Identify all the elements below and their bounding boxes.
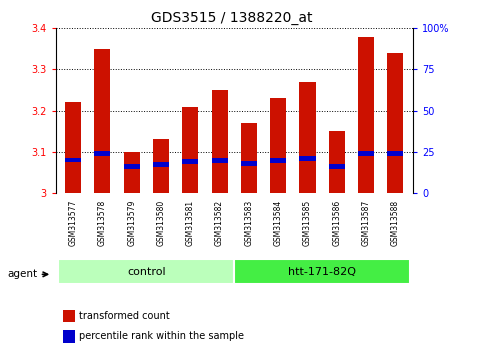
Text: transformed count: transformed count xyxy=(79,311,170,321)
Bar xyxy=(387,151,403,156)
Bar xyxy=(241,123,257,193)
Bar xyxy=(182,159,199,164)
Text: GSM313580: GSM313580 xyxy=(156,200,166,246)
Bar xyxy=(65,102,81,193)
Bar xyxy=(63,309,75,322)
Text: GSM313587: GSM313587 xyxy=(362,200,370,246)
Bar xyxy=(329,131,345,193)
Bar xyxy=(270,158,286,163)
Text: GSM313584: GSM313584 xyxy=(274,200,283,246)
Bar xyxy=(58,259,234,285)
Text: GSM313579: GSM313579 xyxy=(127,200,136,246)
Text: GSM313585: GSM313585 xyxy=(303,200,312,246)
Bar xyxy=(94,151,111,156)
Text: GSM313588: GSM313588 xyxy=(391,200,400,246)
Text: GSM313583: GSM313583 xyxy=(244,200,254,246)
Text: control: control xyxy=(127,267,166,277)
Bar xyxy=(270,98,286,193)
Bar xyxy=(124,164,140,169)
Text: GDS3515 / 1388220_at: GDS3515 / 1388220_at xyxy=(151,11,313,25)
Bar xyxy=(299,82,315,193)
Bar xyxy=(153,162,169,167)
Text: percentile rank within the sample: percentile rank within the sample xyxy=(79,331,244,341)
Bar xyxy=(153,139,169,193)
Bar xyxy=(182,107,199,193)
Bar xyxy=(94,49,111,193)
Bar xyxy=(387,53,403,193)
Text: GSM313577: GSM313577 xyxy=(69,200,78,246)
Text: GSM313578: GSM313578 xyxy=(98,200,107,246)
Bar xyxy=(234,259,410,285)
Text: GSM313586: GSM313586 xyxy=(332,200,341,246)
Bar xyxy=(212,90,227,193)
Bar xyxy=(358,151,374,156)
Bar xyxy=(212,158,227,163)
Text: agent: agent xyxy=(7,269,37,279)
Text: GSM313582: GSM313582 xyxy=(215,200,224,246)
Bar xyxy=(124,152,140,193)
Bar xyxy=(329,164,345,169)
Bar xyxy=(65,158,81,162)
Bar xyxy=(299,156,315,161)
Bar xyxy=(241,161,257,166)
Bar xyxy=(358,36,374,193)
Text: GSM313581: GSM313581 xyxy=(186,200,195,246)
Text: htt-171-82Q: htt-171-82Q xyxy=(288,267,356,277)
Bar xyxy=(63,330,75,343)
